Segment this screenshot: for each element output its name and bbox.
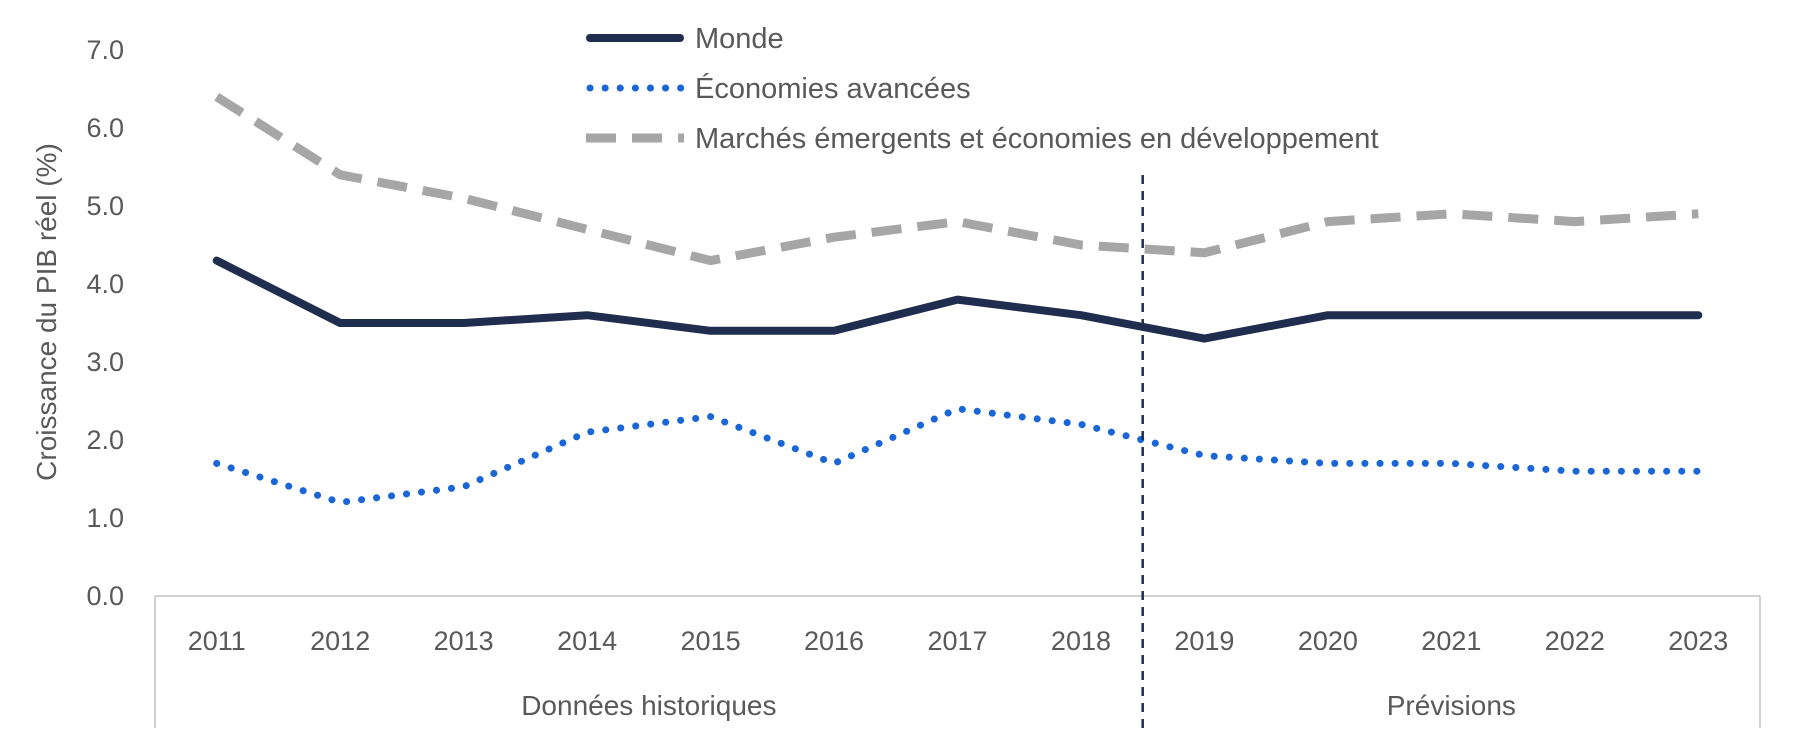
y-tick-label: 1.0 [86,503,124,533]
x-axis-ticks: 2011 2012 2013 2014 2015 2016 2017 2018 2019 2020… [188,626,1729,656]
x-tick-label: 2013 [434,626,494,656]
legend-label: Économies avancées [695,72,971,105]
legend-label: Monde [695,23,784,55]
y-tick-label: 0.0 [86,581,124,611]
y-axis-title: Croissance du PIB réel (%) [31,143,62,481]
x-tick-label: 2020 [1298,626,1358,656]
series-lines [212,92,1703,506]
x-tick-label: 2015 [681,626,741,656]
x-axis-frame [154,595,1761,728]
x-tick-label: 2012 [310,626,370,656]
y-tick-label: 4.0 [86,269,124,299]
series-line [214,92,1699,266]
x-axis-groups: Données historiques Prévisions [521,690,1516,721]
y-tick-label: 5.0 [86,191,124,221]
y-tick-label: 7.0 [86,35,124,65]
series-line [213,405,1702,506]
x-tick-label: 2016 [804,626,864,656]
x-group-label: Prévisions [1387,690,1516,721]
series-line [212,256,1703,343]
x-tick-label: 2019 [1174,626,1234,656]
x-tick-label: 2017 [927,626,987,656]
legend: Monde Économies avancées Marchés émergents… [586,23,1379,155]
y-tick-label: 3.0 [86,347,124,377]
x-group-label: Données historiques [521,690,776,721]
x-tick-label: 2023 [1668,626,1728,656]
x-tick-label: 2021 [1421,626,1481,656]
x-tick-label: 2022 [1545,626,1605,656]
x-tick-label: 2014 [557,626,617,656]
y-tick-label: 2.0 [86,425,124,455]
x-tick-label: 2011 [188,626,246,656]
x-tick-label: 2018 [1051,626,1111,656]
y-tick-label: 6.0 [86,113,124,143]
legend-label: Marchés émergents et économies en dévelo… [695,123,1379,155]
y-axis-ticks: 0.0 1.0 2.0 3.0 4.0 5.0 6.0 7.0 [86,35,124,611]
